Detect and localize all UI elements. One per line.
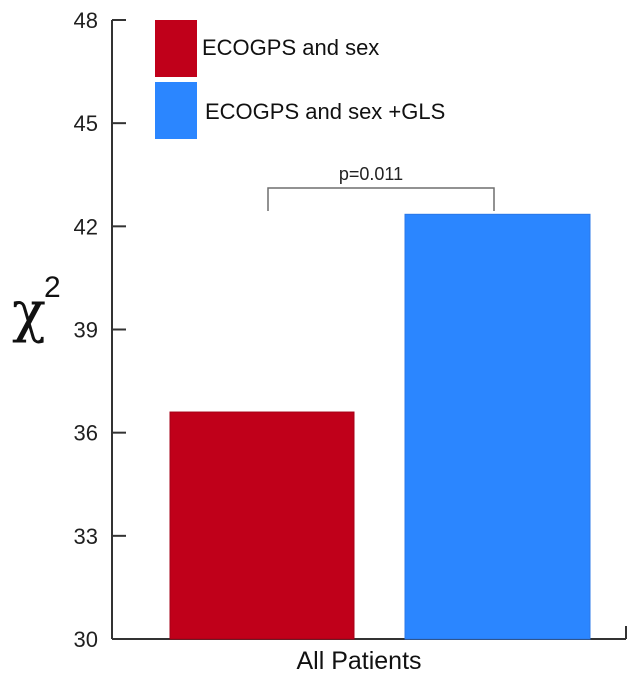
p-value-bracket: [267, 187, 495, 211]
y-tick-label: 39: [74, 318, 98, 343]
y-axis-title-superscript: 2: [44, 271, 61, 304]
y-tick-label: 48: [74, 8, 98, 33]
p-value-label: p=0.011: [339, 164, 403, 184]
y-tick-label: 33: [74, 524, 98, 549]
legend-label-ecogps-and-sex: ECOGPS and sex: [202, 35, 379, 60]
x-category-label: All Patients: [296, 647, 421, 675]
bar-ecogps-and-sex-gls: [404, 213, 591, 640]
y-tick-label: 30: [74, 627, 98, 652]
bars-layer: [169, 213, 591, 640]
legend-label-ecogps-and-sex-gls: ECOGPS and sex +GLS: [205, 99, 445, 124]
legend: ECOGPS and sex ECOGPS and sex +GLS: [155, 20, 445, 139]
legend-swatch-ecogps-and-sex: [155, 20, 197, 77]
significance-annotation: p=0.011: [267, 164, 495, 211]
y-axis-title: χ: [12, 280, 46, 345]
legend-swatch-ecogps-and-sex-gls: [155, 82, 197, 139]
y-tick-label: 45: [74, 111, 98, 136]
y-tick-label: 36: [74, 421, 98, 446]
bar-ecogps-and-sex: [169, 411, 355, 640]
y-tick-label: 42: [74, 214, 98, 239]
labels-layer: 30 33 36 39 42 45 48 All Patients χ2: [12, 8, 422, 675]
